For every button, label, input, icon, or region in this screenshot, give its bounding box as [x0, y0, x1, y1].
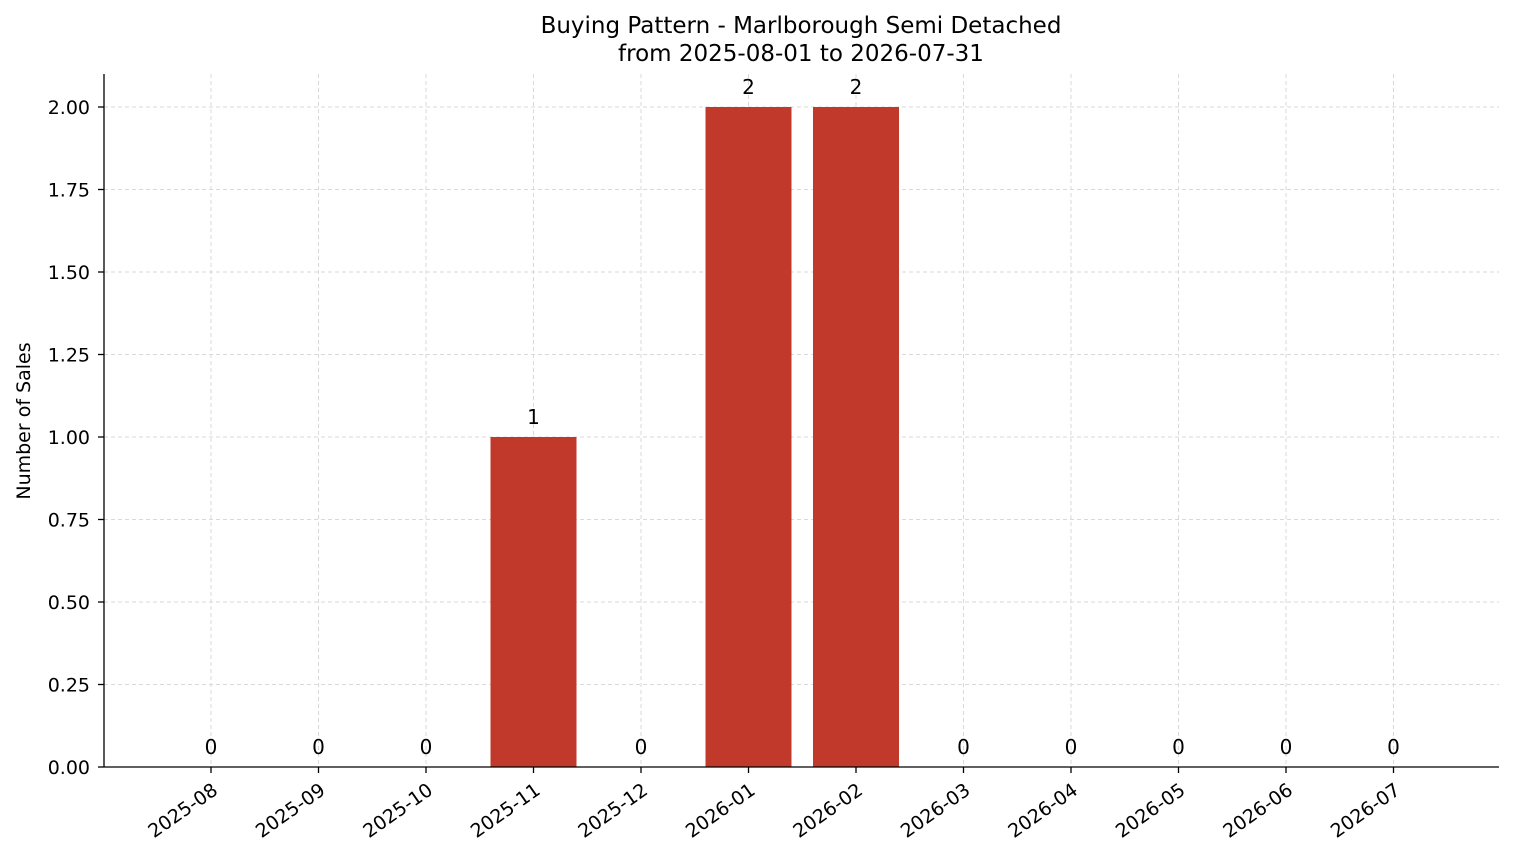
x-ticks: 2025-08 2025-09 2025-10 2025-11 2025-12 2026-…	[144, 767, 1404, 843]
y-tick-label: 1.00	[48, 427, 90, 449]
x-tick-label: 2025-11	[467, 779, 545, 843]
data-label: 0	[312, 735, 325, 759]
grid	[104, 74, 1499, 767]
x-tick-label: 2026-06	[1219, 779, 1297, 843]
data-label: 0	[957, 735, 970, 759]
data-label: 2	[742, 75, 755, 99]
y-tick-label: 1.50	[48, 262, 90, 284]
y-ticks: 0.00 0.25 0.50 0.75 1.00 1.25 1.50 1.75 2.00	[48, 97, 104, 779]
y-axis-label: Number of Sales	[13, 342, 35, 499]
chart-title: Buying Pattern - Marlborough Semi Detach…	[541, 13, 1062, 39]
data-label: 0	[1172, 735, 1185, 759]
data-label: 0	[420, 735, 433, 759]
x-tick-label: 2026-04	[1004, 779, 1082, 843]
bar-2025-11	[490, 437, 577, 767]
bar-2026-01	[705, 107, 792, 767]
x-tick-label: 2025-08	[144, 779, 222, 843]
data-label: 1	[527, 405, 540, 429]
y-tick-label: 2.00	[48, 97, 90, 119]
data-label: 0	[1280, 735, 1293, 759]
data-label: 0	[205, 735, 218, 759]
x-tick-label: 2025-09	[252, 779, 330, 843]
y-tick-label: 0.25	[48, 675, 90, 697]
chart-subtitle: from 2025-08-01 to 2026-07-31	[618, 41, 984, 67]
data-label: 0	[1387, 735, 1400, 759]
x-tick-label: 2026-01	[682, 779, 760, 843]
bars	[490, 107, 899, 767]
x-tick-label: 2026-07	[1327, 779, 1405, 843]
data-label: 0	[635, 735, 648, 759]
y-tick-label: 0.75	[48, 510, 90, 532]
x-tick-label: 2026-03	[897, 779, 975, 843]
x-tick-label: 2025-12	[574, 779, 652, 843]
data-labels: 0 0 0 1 0 2 2 0 0 0 0 0	[205, 75, 1400, 759]
y-tick-label: 0.00	[48, 757, 90, 779]
data-label: 2	[850, 75, 863, 99]
x-tick-label: 2025-10	[359, 779, 437, 843]
axes	[103, 74, 1499, 768]
x-tick-label: 2026-05	[1112, 779, 1190, 843]
bar-2026-02	[813, 107, 899, 767]
y-tick-label: 1.75	[48, 180, 90, 202]
y-tick-label: 0.50	[48, 592, 90, 614]
y-tick-label: 1.25	[48, 345, 90, 367]
data-label: 0	[1065, 735, 1078, 759]
x-tick-label: 2026-02	[789, 779, 867, 843]
